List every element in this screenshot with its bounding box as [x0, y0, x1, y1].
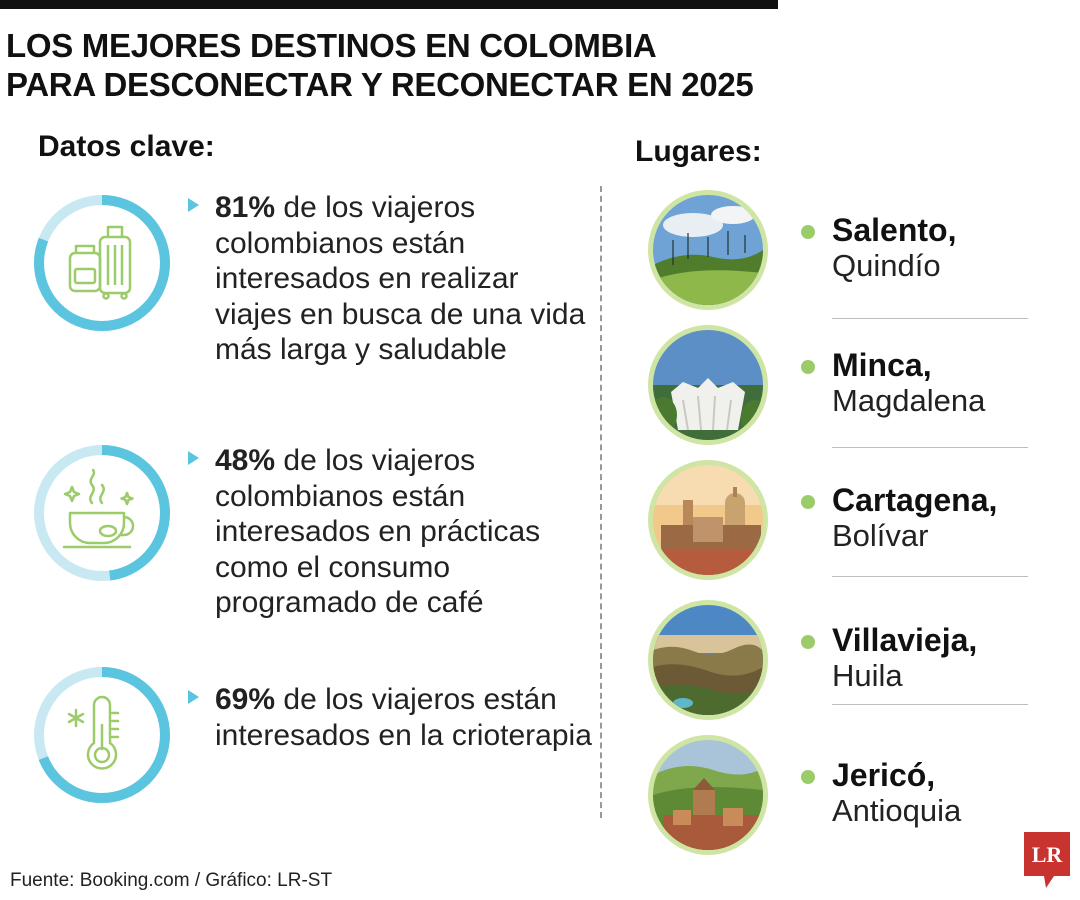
fact-arrow [188, 198, 199, 212]
ring-progress-81 [34, 195, 170, 331]
ring-progress-48 [34, 445, 170, 581]
top-rule [0, 0, 778, 9]
lr-logo: LR [1024, 832, 1070, 888]
fact-value: 81% [215, 191, 276, 224]
bullet-dot [801, 635, 815, 649]
minca-photo [648, 325, 768, 445]
lugares-heading: Lugares: [635, 135, 762, 168]
place-name: Minca, [832, 347, 932, 383]
luggage-icon [68, 225, 132, 300]
salento-photo [648, 190, 768, 310]
fact-arrow [188, 451, 199, 465]
place-name: Jericó, [832, 757, 936, 793]
fact-arrow [188, 690, 199, 704]
column-divider [600, 186, 602, 818]
place-jerico: Jericó, Antioquia [648, 735, 1028, 855]
ring-progress-69 [34, 667, 170, 803]
place-name: Salento, [832, 212, 957, 248]
place-salento: Salento, Quindío [648, 190, 1028, 310]
stat-ring-81 [32, 193, 172, 333]
place-minca: Minca, Magdalena [648, 325, 1028, 445]
fact-value: 48% [215, 444, 276, 477]
bullet-dot [801, 770, 815, 784]
coffee-cup-icon [62, 468, 135, 549]
place-department: Bolívar [832, 518, 929, 553]
fact-48: 48% de los viajeros colombianos están in… [188, 443, 598, 621]
stat-ring-69 [32, 665, 172, 805]
bullet-dot [801, 360, 815, 374]
svg-text:LR: LR [1032, 842, 1064, 867]
place-separator [832, 704, 1028, 705]
title-line-1: LOS MEJORES DESTINOS EN COLOMBIA [6, 27, 657, 64]
source-note: Fuente: Booking.com / Gráfico: LR-ST [10, 870, 333, 891]
place-department: Quindío [832, 248, 941, 283]
thermometer-snowflake-icon [67, 695, 120, 770]
villavieja-photo [648, 600, 768, 720]
place-name: Villavieja, [832, 622, 978, 658]
fact-69: 69% de los viajeros están interesados en… [188, 682, 598, 753]
bullet-dot [801, 495, 815, 509]
place-cartagena: Cartagena, Bolívar [648, 460, 1028, 580]
title-line-2: PARA DESCONECTAR Y RECONECTAR EN 2025 [6, 66, 754, 103]
page-title: LOS MEJORES DESTINOS EN COLOMBIA PARA DE… [6, 26, 796, 104]
place-name: Cartagena, [832, 482, 998, 518]
stat-ring-48 [32, 443, 172, 583]
place-separator [832, 447, 1028, 448]
place-department: Antioquia [832, 793, 962, 828]
fact-text: de los viajeros colombianos están intere… [215, 444, 541, 619]
place-department: Magdalena [832, 383, 986, 418]
bullet-dot [801, 225, 815, 239]
fact-text: de los viajeros están interesados en la … [215, 683, 592, 752]
place-separator [832, 318, 1028, 319]
place-separator [832, 576, 1028, 577]
fact-81: 81% de los viajeros colombianos están in… [188, 190, 598, 368]
jerico-photo [648, 735, 768, 855]
place-villavieja: Villavieja, Huila [648, 600, 1028, 720]
cartagena-photo [648, 460, 768, 580]
datos-heading: Datos clave: [38, 130, 215, 163]
fact-text: de los viajeros colombianos están intere… [215, 191, 586, 366]
fact-value: 69% [215, 683, 276, 716]
place-department: Huila [832, 658, 903, 693]
